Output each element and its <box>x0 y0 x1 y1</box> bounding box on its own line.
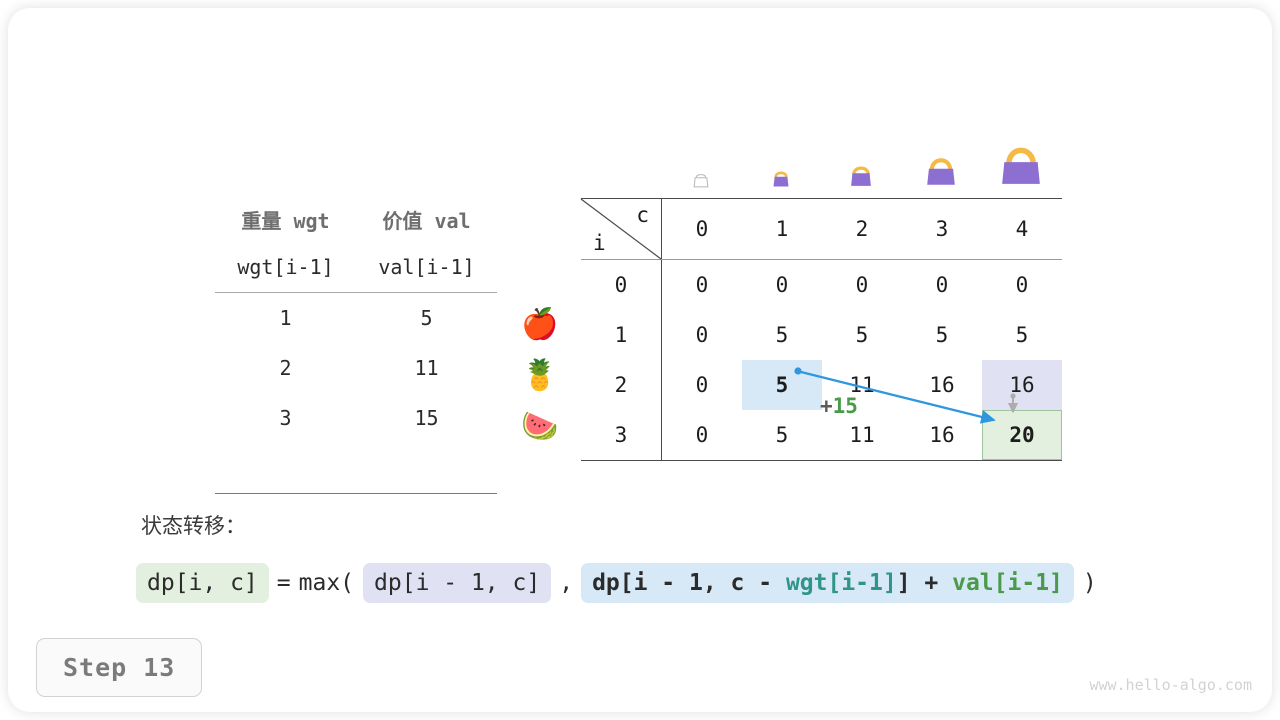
watermelon-icon: 🍉 <box>521 409 559 444</box>
item-value-2: 11 <box>414 356 439 380</box>
transition-label: 状态转移： <box>141 514 246 538</box>
formula-max-open: max( <box>298 570 355 596</box>
dp-cell-2-0: 0 <box>661 360 742 410</box>
formula-arg-take: dp[i - 1, c - wgt[i-1]] + val[i-1] <box>581 563 1074 603</box>
formula-arg-take-prefix: dp[i - 1, c - <box>592 570 786 596</box>
bag-size-2-icon <box>821 158 901 198</box>
rule-cell-right <box>356 443 497 494</box>
dp-cell-3-3: 16 <box>902 410 982 461</box>
increment-annotation: +15 <box>820 394 858 418</box>
bag-size-3-icon <box>901 148 981 198</box>
dp-cell-1-3: 5 <box>935 323 949 347</box>
items-subheader-wgt: wgt[i-1] <box>215 242 356 293</box>
item-weight-2: 2 <box>279 356 292 380</box>
item-value-3: 15 <box>414 406 439 430</box>
dp-col-axis-label: c <box>636 203 649 227</box>
increment-sign: + <box>820 394 833 418</box>
dp-cell-2-3: 16 <box>929 373 955 397</box>
formula-lhs: dp[i, c] <box>136 563 269 603</box>
items-table-row: 2 11 <box>215 343 497 393</box>
dp-col-header-0: 0 <box>661 198 742 260</box>
dp-row-header-2: 2 <box>614 373 628 397</box>
items-table-subheader-row: wgt[i-1] val[i-1] <box>215 242 497 293</box>
rule-cell-left <box>215 443 356 494</box>
bag-capacity-icons <box>581 134 1062 198</box>
item-weight-1: 1 <box>279 306 292 330</box>
increment-value: 15 <box>832 394 858 418</box>
formula-arg-skip: dp[i - 1, c] <box>363 563 552 603</box>
dp-col-header-2: 2 <box>822 198 902 260</box>
dp-table: i c 0 1 2 3 4 0 0 0 0 0 0 1 0 5 <box>580 198 1062 461</box>
slide-card: 重量 wgt 价值 val wgt[i-1] val[i-1] 1 5 2 11… <box>8 8 1272 712</box>
dp-cell-3-0: 0 <box>661 410 742 461</box>
items-table-row: 3 15 <box>215 393 497 443</box>
item-value-1: 5 <box>420 306 433 330</box>
formula-equals: = <box>276 570 291 596</box>
dp-cell-0-0: 0 <box>661 259 742 310</box>
pineapple-icon: 🍍 <box>521 358 559 393</box>
dp-corner-cell: i c <box>580 198 662 260</box>
dp-row-header-0: 0 <box>614 273 628 297</box>
dp-header-row: i c 0 1 2 3 4 <box>580 198 1062 260</box>
items-header-weight: 重量 wgt <box>241 208 330 233</box>
dp-col-header-1: 1 <box>742 198 822 260</box>
dp-row-axis-label: i <box>593 231 606 255</box>
dp-cell-3-4: 20 <box>982 410 1062 461</box>
bag-size-4-icon <box>981 136 1061 198</box>
step-badge: Step 13 <box>36 638 203 697</box>
state-transition-formula: dp[i, c] = max( dp[i - 1, c] , dp[i - 1,… <box>136 563 1097 603</box>
formula-close-paren: ) <box>1082 570 1097 596</box>
formula-arg-take-mid: ] + <box>896 570 953 596</box>
dp-cell-3-1: 5 <box>742 410 822 461</box>
dp-col-header-4: 4 <box>982 198 1062 260</box>
items-table: 重量 wgt 价值 val wgt[i-1] val[i-1] 1 5 2 11… <box>215 196 497 494</box>
dp-col-header-3: 3 <box>902 198 982 260</box>
dp-cell-1-2: 5 <box>855 323 869 347</box>
items-table-row: 1 5 <box>215 293 497 344</box>
watermark: www.hello-algo.com <box>1089 676 1252 694</box>
items-subheader-val: val[i-1] <box>356 242 497 293</box>
dp-cell-0-2: 0 <box>855 273 869 297</box>
dp-cell-0-4: 0 <box>1015 273 1029 297</box>
item-weight-3: 3 <box>279 406 292 430</box>
formula-comma: , <box>559 570 574 596</box>
bag-size-1-icon <box>741 164 821 198</box>
formula-val-term: val[i-1] <box>952 570 1063 596</box>
items-header-value: 价值 val <box>382 208 471 233</box>
items-table-header-row: 重量 wgt 价值 val <box>215 196 497 242</box>
items-table-bottom-rule <box>215 443 497 494</box>
dp-cell-1-4: 5 <box>1015 323 1029 347</box>
dp-cell-2-4: 16 <box>982 360 1062 410</box>
apple-icon: 🍎 <box>521 307 559 342</box>
dp-row-3: 3 0 5 11 16 20 <box>581 410 1062 461</box>
formula-wgt-term: wgt[i-1] <box>785 570 897 596</box>
dp-row-header-3: 3 <box>581 410 662 461</box>
dp-row-0: 0 0 0 0 0 0 <box>581 259 1062 310</box>
dp-row-header-1: 1 <box>614 323 628 347</box>
dp-cell-0-1: 0 <box>775 273 789 297</box>
bag-empty-icon <box>661 168 741 198</box>
dp-cell-1-1: 5 <box>775 323 789 347</box>
dp-cell-1-0: 0 <box>661 310 742 360</box>
dp-cell-2-1: 5 <box>742 360 822 410</box>
dp-row-1: 1 0 5 5 5 5 <box>581 310 1062 360</box>
dp-cell-0-3: 0 <box>935 273 949 297</box>
